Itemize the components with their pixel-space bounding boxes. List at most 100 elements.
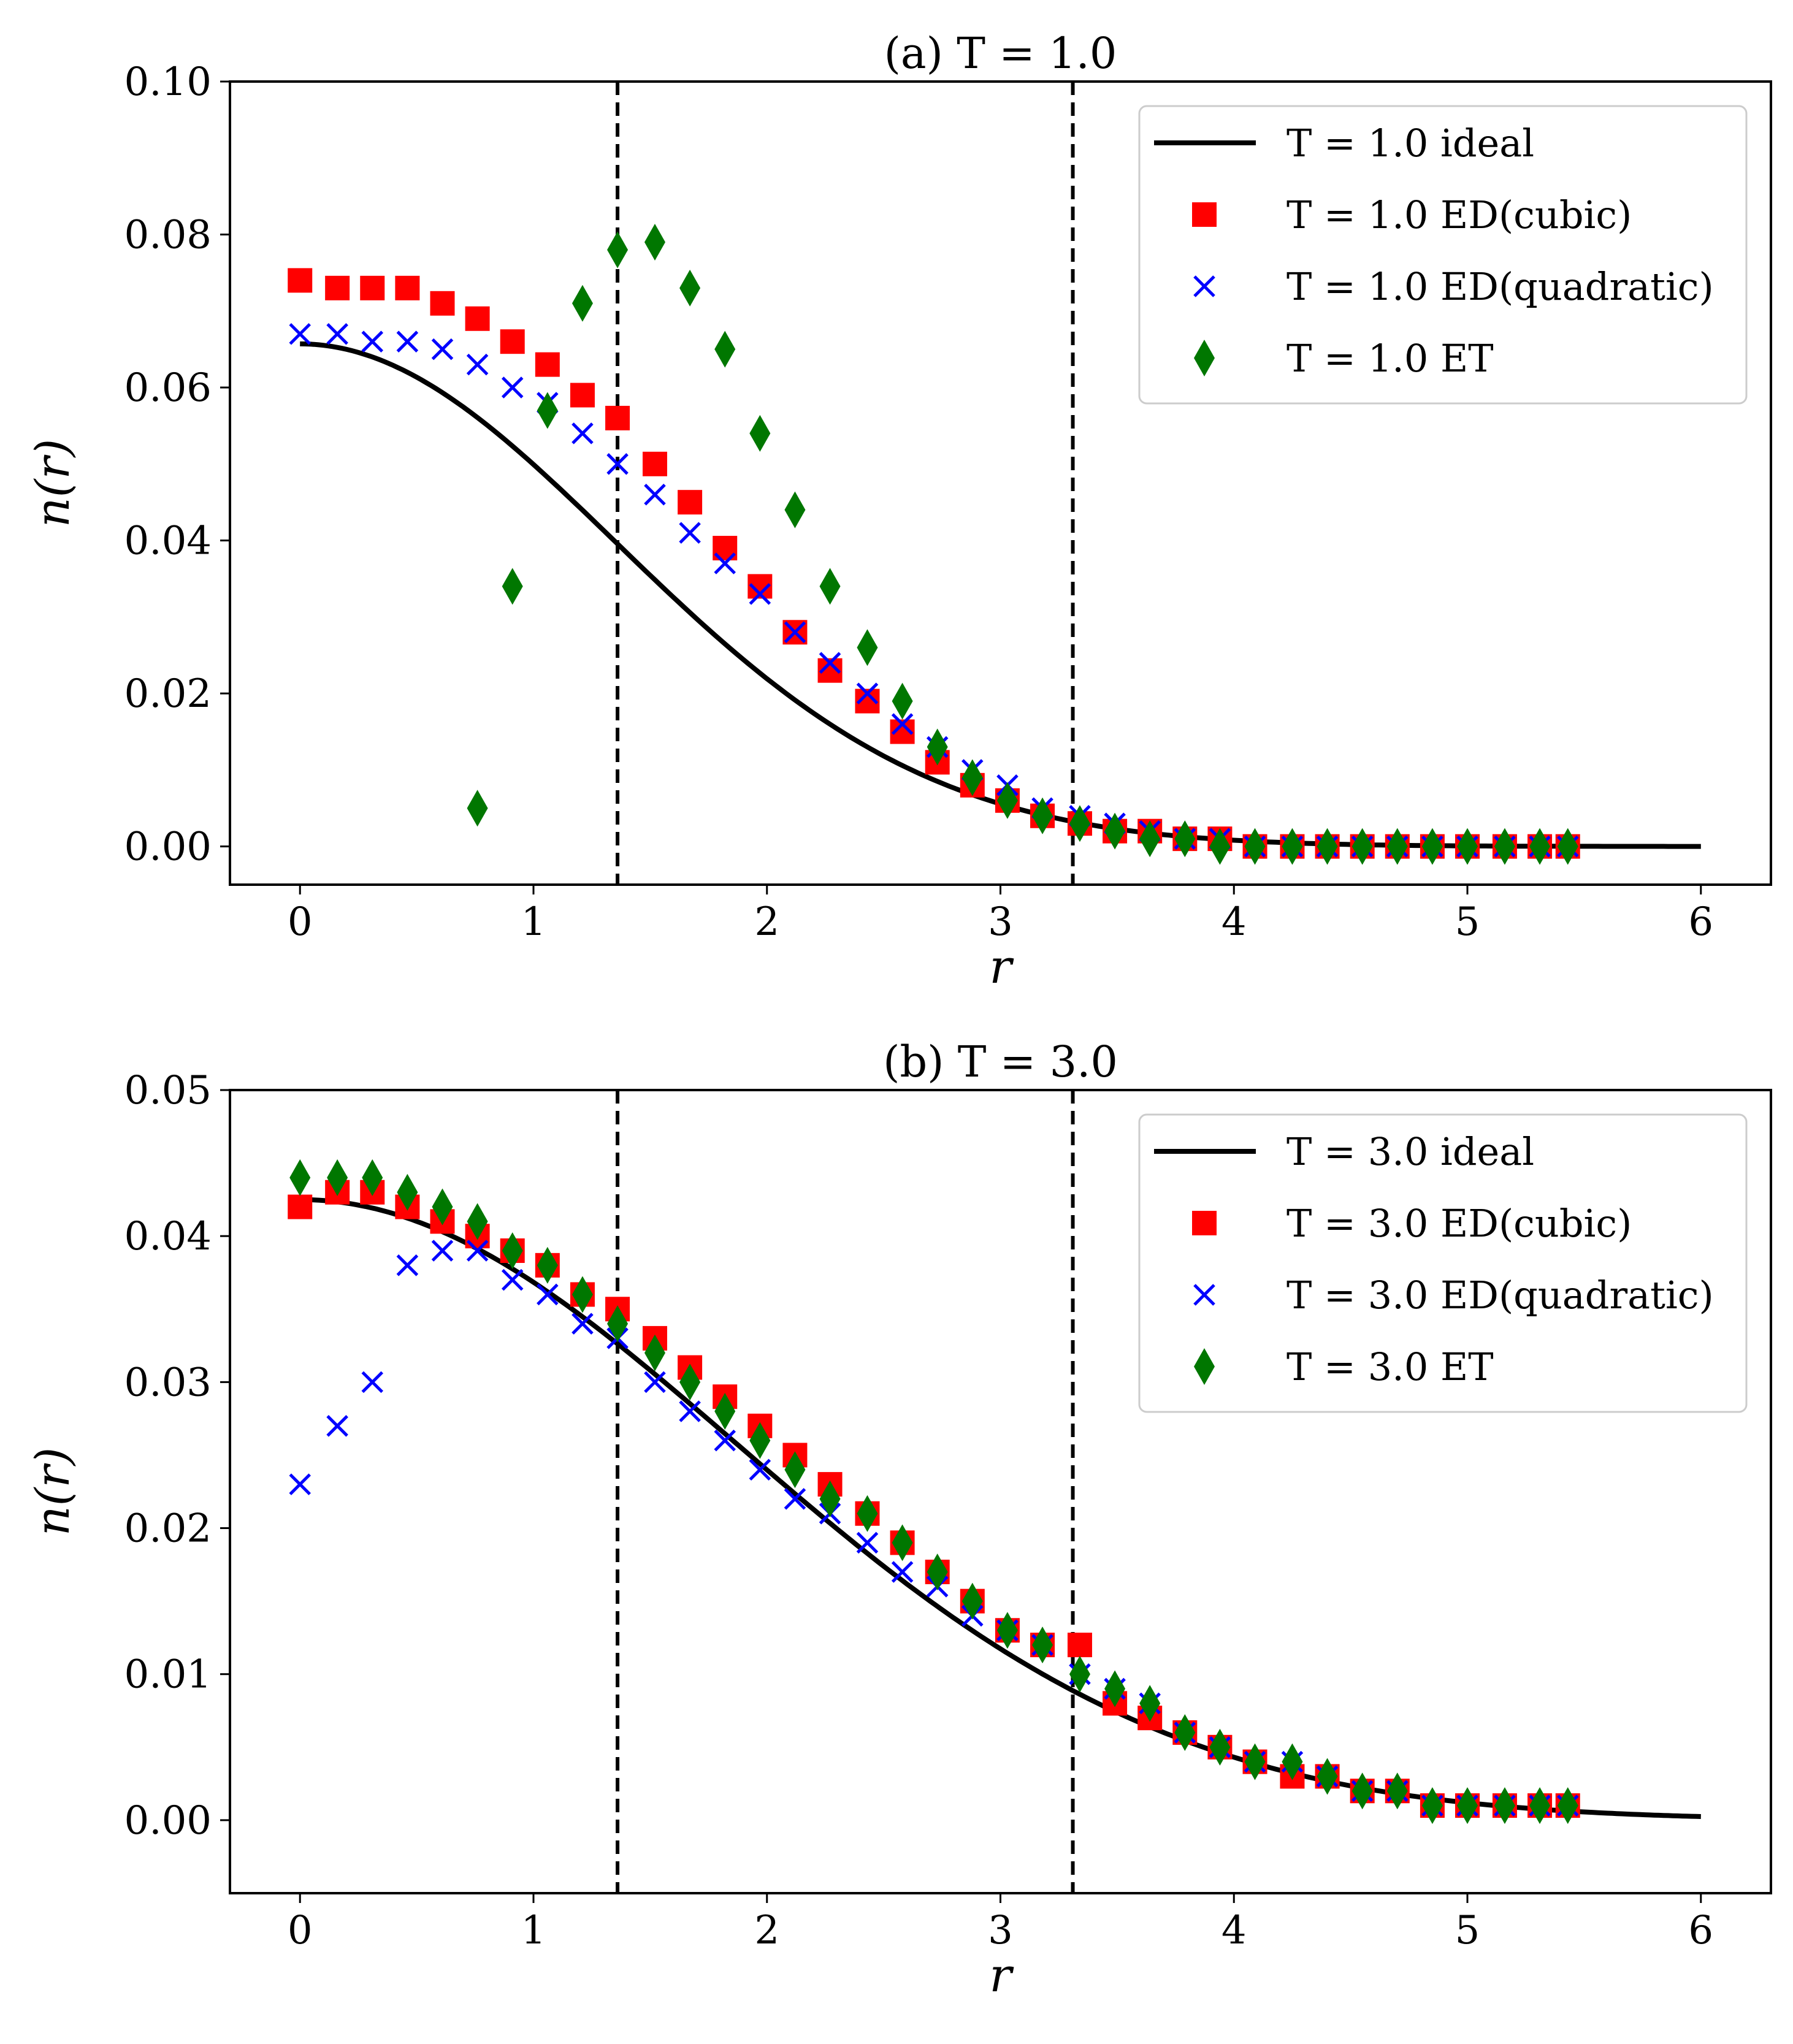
legend-marker-swatch	[1192, 1211, 1217, 1235]
data-point	[819, 652, 841, 674]
data-point	[1209, 828, 1231, 865]
data-point	[1317, 1758, 1338, 1795]
data-point	[679, 269, 701, 307]
data-point	[466, 1240, 489, 1262]
data-point	[1457, 1787, 1478, 1825]
data-point	[572, 1276, 593, 1313]
data-point	[501, 376, 524, 399]
data-point	[1386, 828, 1408, 865]
data-point	[572, 284, 593, 322]
y-tick-label: 0.04	[124, 1214, 212, 1259]
data-point	[819, 568, 841, 605]
legend-entry-label: T = 3.0 ET	[1286, 1344, 1494, 1389]
data-point	[362, 1159, 383, 1196]
data-point	[1244, 828, 1266, 865]
data-point	[572, 1313, 594, 1335]
y-axis-label: n(r)	[25, 1447, 80, 1536]
x-tick-label: 5	[1455, 899, 1480, 945]
data-point	[644, 483, 666, 506]
data-point	[361, 1371, 384, 1394]
data-point	[892, 1524, 913, 1562]
y-tick-label: 0.02	[124, 671, 212, 717]
data-point	[642, 451, 667, 476]
data-point	[288, 268, 313, 293]
data-point	[1529, 828, 1551, 865]
data-point	[644, 224, 665, 261]
data-point	[1032, 797, 1053, 834]
data-point	[1069, 1655, 1090, 1693]
data-point	[784, 1488, 806, 1510]
y-tick-label: 0.08	[124, 213, 212, 258]
data-point	[1282, 828, 1303, 865]
data-point	[1104, 1670, 1126, 1707]
data-point	[784, 1451, 806, 1489]
data-point	[432, 1188, 453, 1226]
data-point	[326, 1415, 348, 1437]
data-point	[1139, 1685, 1161, 1722]
data-point	[605, 405, 630, 430]
data-point	[1317, 828, 1338, 865]
chart-panel-a: 0 1 2 3 4 5 6 0.00 0.02 0.04 0.06 0.08 0.10 r n(r) (a) …	[25, 28, 1772, 994]
legend-entry-label: T = 3.0 ideal	[1286, 1129, 1534, 1174]
data-point	[1351, 828, 1373, 865]
data-point	[1282, 1743, 1303, 1780]
data-point	[856, 682, 879, 704]
y-tick-label: 0.05	[124, 1068, 212, 1113]
legend-entry-label: T = 1.0 ideal	[1286, 121, 1534, 166]
data-point	[678, 490, 703, 515]
data-point	[537, 1283, 559, 1306]
x-tick-label: 1	[521, 1908, 546, 1953]
data-point	[431, 1240, 454, 1262]
plot-area	[288, 82, 1701, 885]
data-point	[572, 422, 594, 444]
data-point	[288, 1194, 313, 1219]
data-point	[644, 1334, 665, 1371]
data-point	[1421, 1787, 1443, 1825]
data-point	[325, 275, 350, 300]
data-point	[396, 1254, 419, 1276]
x-tick-label: 0	[288, 1908, 313, 1953]
data-point	[1494, 1787, 1515, 1825]
data-point	[714, 1393, 736, 1430]
data-point	[679, 1400, 701, 1422]
data-point	[927, 728, 948, 766]
series-diamond	[289, 1159, 1578, 1825]
legend-entry-label: T = 1.0 ET	[1286, 336, 1494, 381]
data-point	[856, 1531, 879, 1554]
data-point	[927, 1554, 948, 1590]
data-point	[749, 1459, 771, 1481]
data-point	[1104, 812, 1126, 850]
data-point	[289, 322, 311, 345]
legend: T = 1.0 ideal T = 1.0 ED(cubic) T = 1.0 ED…	[1138, 105, 1748, 405]
data-point	[397, 1173, 418, 1211]
x-tick-label: 4	[1221, 1908, 1247, 1953]
data-point	[396, 330, 419, 353]
x-axis-label: r	[989, 939, 1014, 994]
y-tick-label: 0.03	[124, 1360, 212, 1405]
data-point	[500, 329, 525, 354]
data-point	[996, 782, 1018, 819]
y-tick-label: 0.01	[124, 1652, 212, 1698]
data-point	[961, 1582, 983, 1620]
data-point	[289, 1159, 311, 1196]
x-tick-label: 6	[1688, 1908, 1713, 1953]
data-point	[465, 306, 490, 331]
data-point	[1421, 828, 1443, 865]
data-point	[1067, 1633, 1092, 1658]
legend-marker-swatch	[1194, 1348, 1215, 1385]
data-point	[1529, 1787, 1551, 1825]
data-point	[327, 1159, 348, 1196]
data-point	[502, 568, 523, 605]
data-point	[607, 231, 629, 269]
chart-title: (b) T = 3.0	[883, 1037, 1118, 1087]
data-point	[679, 522, 701, 544]
y-axis-label: n(r)	[25, 439, 80, 528]
data-point	[1139, 820, 1161, 858]
data-point	[1209, 1728, 1231, 1766]
y-tick-label: 0.02	[124, 1506, 212, 1552]
y-tick-label: 0.04	[124, 519, 212, 564]
y-tick-label: 0.00	[124, 1798, 212, 1844]
data-point	[1069, 805, 1090, 842]
data-point	[891, 1561, 914, 1583]
legend-marker-swatch	[1192, 202, 1217, 227]
